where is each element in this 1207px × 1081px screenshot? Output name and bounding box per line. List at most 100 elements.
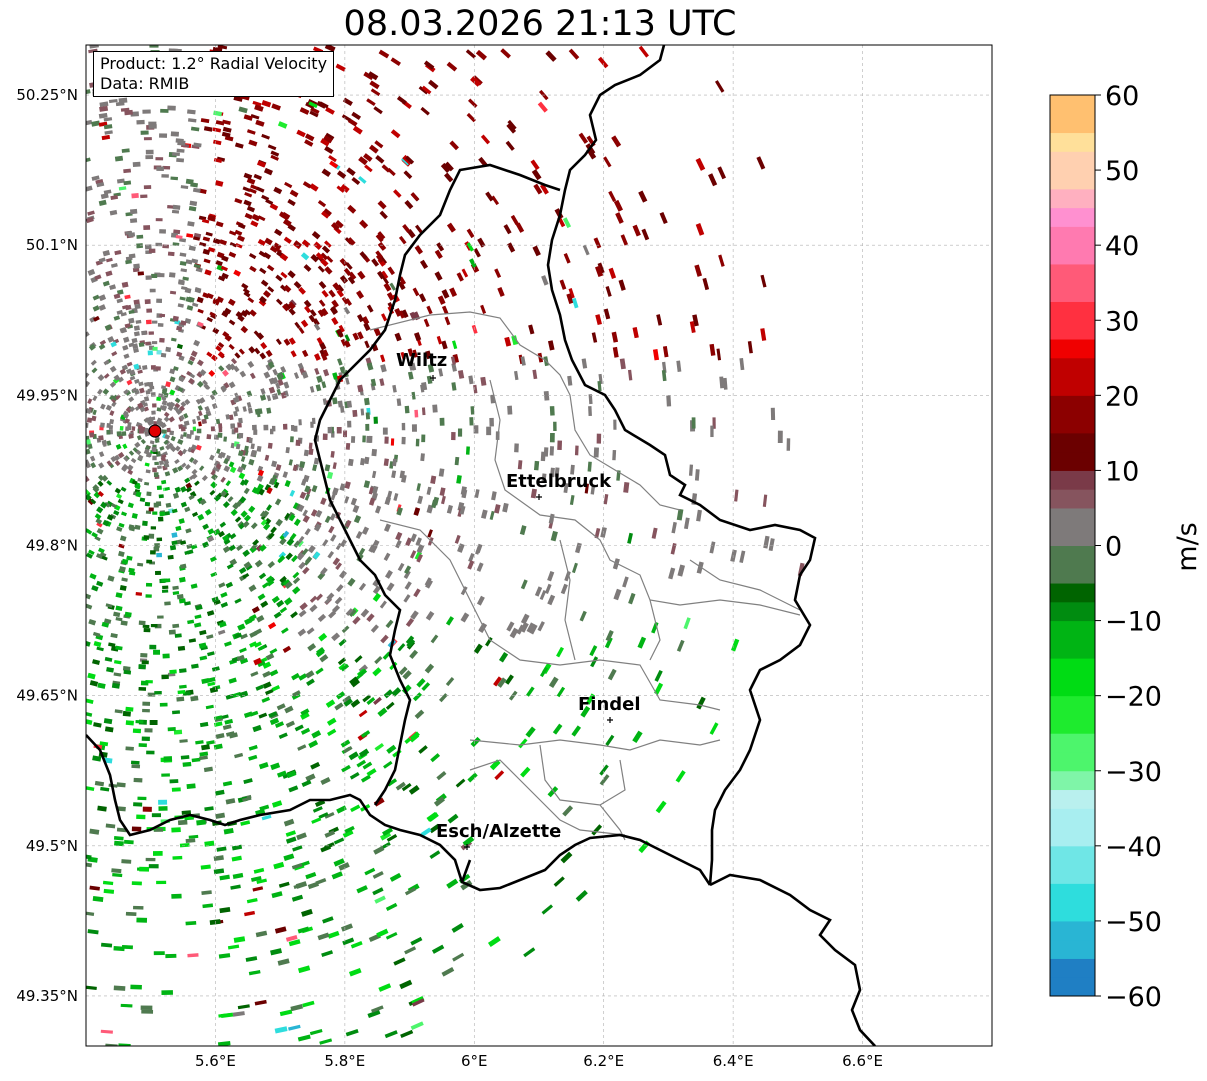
velocity-pixel	[591, 332, 598, 343]
velocity-pixel	[91, 531, 98, 538]
velocity-pixel	[129, 369, 136, 376]
velocity-pixel	[549, 406, 555, 416]
velocity-pixel	[684, 517, 690, 530]
velocity-pixel	[220, 601, 229, 608]
velocity-pixel	[243, 778, 253, 785]
velocity-pixel	[227, 944, 240, 950]
velocity-pixel	[185, 486, 192, 493]
velocity-pixel	[549, 432, 555, 443]
velocity-pixel	[172, 152, 180, 157]
velocity-pixel	[676, 639, 685, 652]
velocity-pixel	[414, 332, 422, 342]
velocity-pixel	[320, 138, 330, 147]
velocity-pixel	[238, 417, 243, 424]
velocity-pixel	[613, 419, 617, 430]
velocity-pixel	[293, 540, 301, 548]
velocity-pixel	[93, 722, 102, 728]
velocity-pixel	[264, 237, 273, 246]
velocity-pixel	[514, 370, 519, 381]
velocity-pixel	[223, 465, 231, 473]
velocity-pixel	[362, 694, 372, 703]
velocity-pixel	[287, 301, 296, 310]
velocity-pixel	[110, 456, 117, 463]
velocity-pixel	[328, 155, 337, 163]
velocity-pixel	[110, 341, 117, 348]
velocity-pixel	[199, 242, 207, 247]
velocity-pixel	[232, 1011, 245, 1017]
velocity-pixel	[94, 274, 102, 281]
colorbar-segment	[1050, 357, 1095, 378]
velocity-pixel	[696, 561, 704, 574]
velocity-pixel	[305, 871, 317, 880]
velocity-pixel	[404, 405, 410, 414]
velocity-pixel	[201, 678, 210, 684]
velocity-pixel	[152, 511, 158, 515]
velocity-pixel	[215, 789, 225, 796]
velocity-pixel	[358, 156, 368, 166]
velocity-pixel	[410, 610, 419, 620]
velocity-pixel	[350, 940, 363, 949]
velocity-pixel	[142, 520, 148, 527]
velocity-pixel	[230, 357, 238, 365]
velocity-pixel	[374, 655, 383, 665]
colorbar-segment	[1050, 827, 1095, 847]
velocity-pixel	[297, 965, 311, 974]
colorbar-segment	[1050, 132, 1095, 152]
velocity-pixel	[348, 608, 357, 617]
velocity-pixel	[140, 438, 147, 445]
velocity-pixel	[187, 953, 199, 958]
velocity-pixel	[430, 475, 437, 484]
velocity-pixel	[186, 433, 192, 439]
velocity-pixel	[236, 654, 245, 662]
velocity-pixel	[173, 229, 181, 235]
colorbar-segment	[1050, 414, 1095, 434]
velocity-pixel	[485, 191, 494, 202]
velocity-pixel	[174, 633, 182, 638]
velocity-pixel	[150, 526, 157, 530]
velocity-pixel	[730, 638, 740, 652]
velocity-pixel	[243, 711, 253, 719]
velocity-pixel	[194, 288, 202, 294]
colorbar-segment	[1050, 958, 1095, 978]
velocity-pixel	[217, 45, 228, 50]
velocity-pixel	[604, 637, 613, 649]
velocity-pixel	[340, 923, 353, 932]
velocity-pixel	[537, 101, 548, 113]
velocity-pixel	[628, 592, 636, 605]
velocity-pixel	[321, 245, 331, 254]
velocity-pixel	[274, 1026, 288, 1034]
velocity-pixel	[105, 404, 112, 411]
velocity-pixel	[239, 647, 247, 653]
velocity-pixel	[446, 222, 456, 233]
velocity-pixel	[366, 697, 376, 705]
velocity-pixel	[279, 606, 288, 614]
velocity-pixel	[295, 439, 301, 447]
velocity-pixel	[367, 1009, 381, 1019]
velocity-pixel	[156, 485, 162, 491]
velocity-pixel	[177, 140, 186, 146]
velocity-pixel	[343, 698, 353, 707]
velocity-pixel	[321, 211, 330, 219]
velocity-pixel	[267, 532, 275, 540]
velocity-pixel	[274, 228, 283, 237]
velocity-pixel	[585, 693, 596, 705]
velocity-pixel	[141, 736, 150, 741]
velocity-pixel	[174, 486, 181, 493]
velocity-pixel	[217, 432, 223, 438]
velocity-pixel	[121, 148, 130, 153]
velocity-pixel	[263, 424, 269, 431]
velocity-pixel	[497, 677, 507, 688]
velocity-pixel	[358, 748, 370, 758]
velocity-pixel	[187, 619, 195, 625]
velocity-pixel	[613, 199, 624, 212]
velocity-pixel	[261, 100, 272, 108]
velocity-pixel	[207, 677, 216, 683]
velocity-pixel	[581, 358, 588, 369]
velocity-pixel	[162, 585, 169, 590]
velocity-pixel	[279, 1009, 293, 1017]
velocity-pixel	[588, 394, 593, 405]
velocity-pixel	[91, 585, 99, 592]
city-label-wiltz: Wiltz	[396, 350, 448, 371]
velocity-pixel	[282, 423, 288, 430]
